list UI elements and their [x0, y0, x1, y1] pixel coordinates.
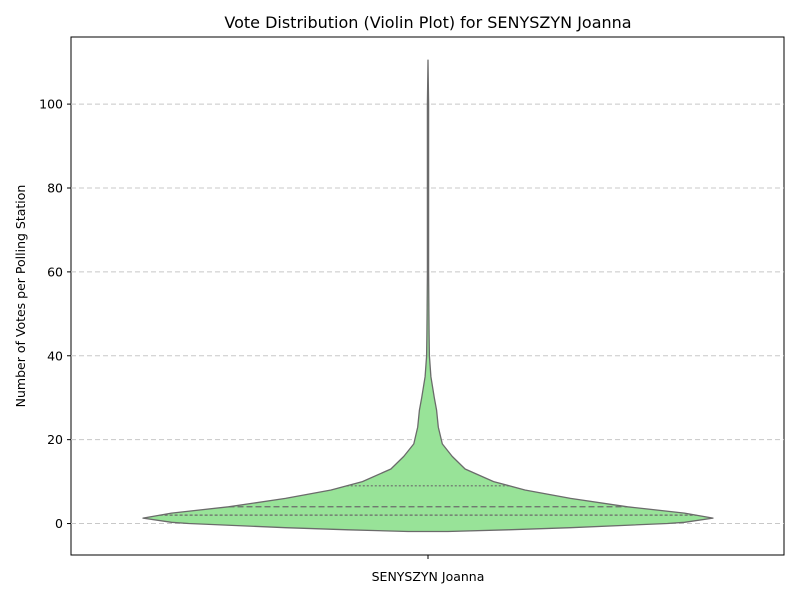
y-tick-label: 60: [47, 264, 63, 279]
y-tick-label: 20: [47, 432, 63, 447]
y-tick-label: 80: [47, 180, 63, 195]
x-axis-ticks: SENYSZYN Joanna: [372, 555, 485, 584]
y-axis-ticks: 0 20 40 60 80 100: [39, 97, 71, 531]
x-tick-label: SENYSZYN Joanna: [372, 569, 485, 584]
y-tick-label: 40: [47, 348, 63, 363]
y-axis-label: Number of Votes per Polling Station: [13, 185, 28, 408]
y-tick-label: 0: [55, 516, 63, 531]
y-tick-label: 100: [39, 97, 63, 112]
chart-title: Vote Distribution (Violin Plot) for SENY…: [224, 13, 631, 32]
violin-body: [142, 59, 714, 533]
violin-shape: [142, 59, 714, 533]
